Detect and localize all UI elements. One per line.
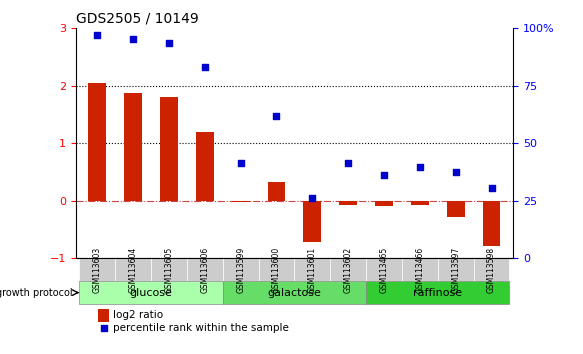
Text: GSM113597: GSM113597 bbox=[451, 246, 460, 293]
Bar bbox=[98, 309, 108, 322]
FancyBboxPatch shape bbox=[438, 258, 473, 281]
Text: galactose: galactose bbox=[268, 288, 321, 298]
FancyBboxPatch shape bbox=[115, 258, 151, 281]
Point bbox=[451, 169, 461, 175]
Bar bbox=[160, 97, 178, 201]
Point bbox=[415, 165, 424, 170]
Bar bbox=[339, 201, 357, 205]
FancyBboxPatch shape bbox=[366, 281, 510, 304]
Bar bbox=[375, 201, 393, 206]
FancyBboxPatch shape bbox=[402, 258, 438, 281]
Bar bbox=[447, 201, 465, 217]
Bar bbox=[411, 201, 429, 205]
Point bbox=[100, 325, 109, 331]
Point bbox=[236, 160, 245, 166]
Text: GSM113603: GSM113603 bbox=[93, 246, 102, 293]
Text: log2 ratio: log2 ratio bbox=[113, 310, 163, 320]
Bar bbox=[89, 83, 106, 201]
FancyBboxPatch shape bbox=[79, 281, 223, 304]
Bar bbox=[231, 201, 250, 202]
Point bbox=[93, 32, 102, 38]
Text: raffinose: raffinose bbox=[413, 288, 462, 298]
Text: GDS2505 / 10149: GDS2505 / 10149 bbox=[76, 12, 199, 26]
FancyBboxPatch shape bbox=[366, 258, 402, 281]
FancyBboxPatch shape bbox=[79, 258, 115, 281]
Text: GSM113604: GSM113604 bbox=[129, 246, 138, 293]
Text: growth protocol: growth protocol bbox=[0, 288, 72, 298]
FancyBboxPatch shape bbox=[223, 281, 366, 304]
FancyBboxPatch shape bbox=[473, 258, 510, 281]
Point bbox=[380, 173, 389, 178]
Bar bbox=[196, 132, 214, 201]
Text: GSM113599: GSM113599 bbox=[236, 246, 245, 293]
Text: GSM113602: GSM113602 bbox=[343, 247, 353, 293]
Point bbox=[200, 64, 209, 70]
Text: GSM113605: GSM113605 bbox=[164, 246, 174, 293]
FancyBboxPatch shape bbox=[151, 258, 187, 281]
Text: percentile rank within the sample: percentile rank within the sample bbox=[113, 323, 289, 333]
FancyBboxPatch shape bbox=[294, 258, 330, 281]
Text: GSM113606: GSM113606 bbox=[201, 246, 209, 293]
Point bbox=[308, 195, 317, 201]
Text: GSM113465: GSM113465 bbox=[380, 246, 388, 293]
Text: GSM113466: GSM113466 bbox=[415, 246, 424, 293]
Text: GSM113600: GSM113600 bbox=[272, 246, 281, 293]
Bar bbox=[483, 201, 500, 246]
Bar bbox=[268, 182, 286, 201]
Point bbox=[487, 185, 496, 191]
FancyBboxPatch shape bbox=[259, 258, 294, 281]
Point bbox=[343, 160, 353, 166]
Point bbox=[128, 36, 138, 41]
FancyBboxPatch shape bbox=[223, 258, 259, 281]
FancyBboxPatch shape bbox=[187, 258, 223, 281]
FancyBboxPatch shape bbox=[330, 258, 366, 281]
Text: GSM113601: GSM113601 bbox=[308, 247, 317, 293]
Point bbox=[272, 113, 281, 119]
Text: glucose: glucose bbox=[129, 288, 173, 298]
Point bbox=[164, 40, 174, 46]
Bar bbox=[124, 93, 142, 201]
Text: GSM113598: GSM113598 bbox=[487, 247, 496, 293]
Bar bbox=[303, 201, 321, 242]
